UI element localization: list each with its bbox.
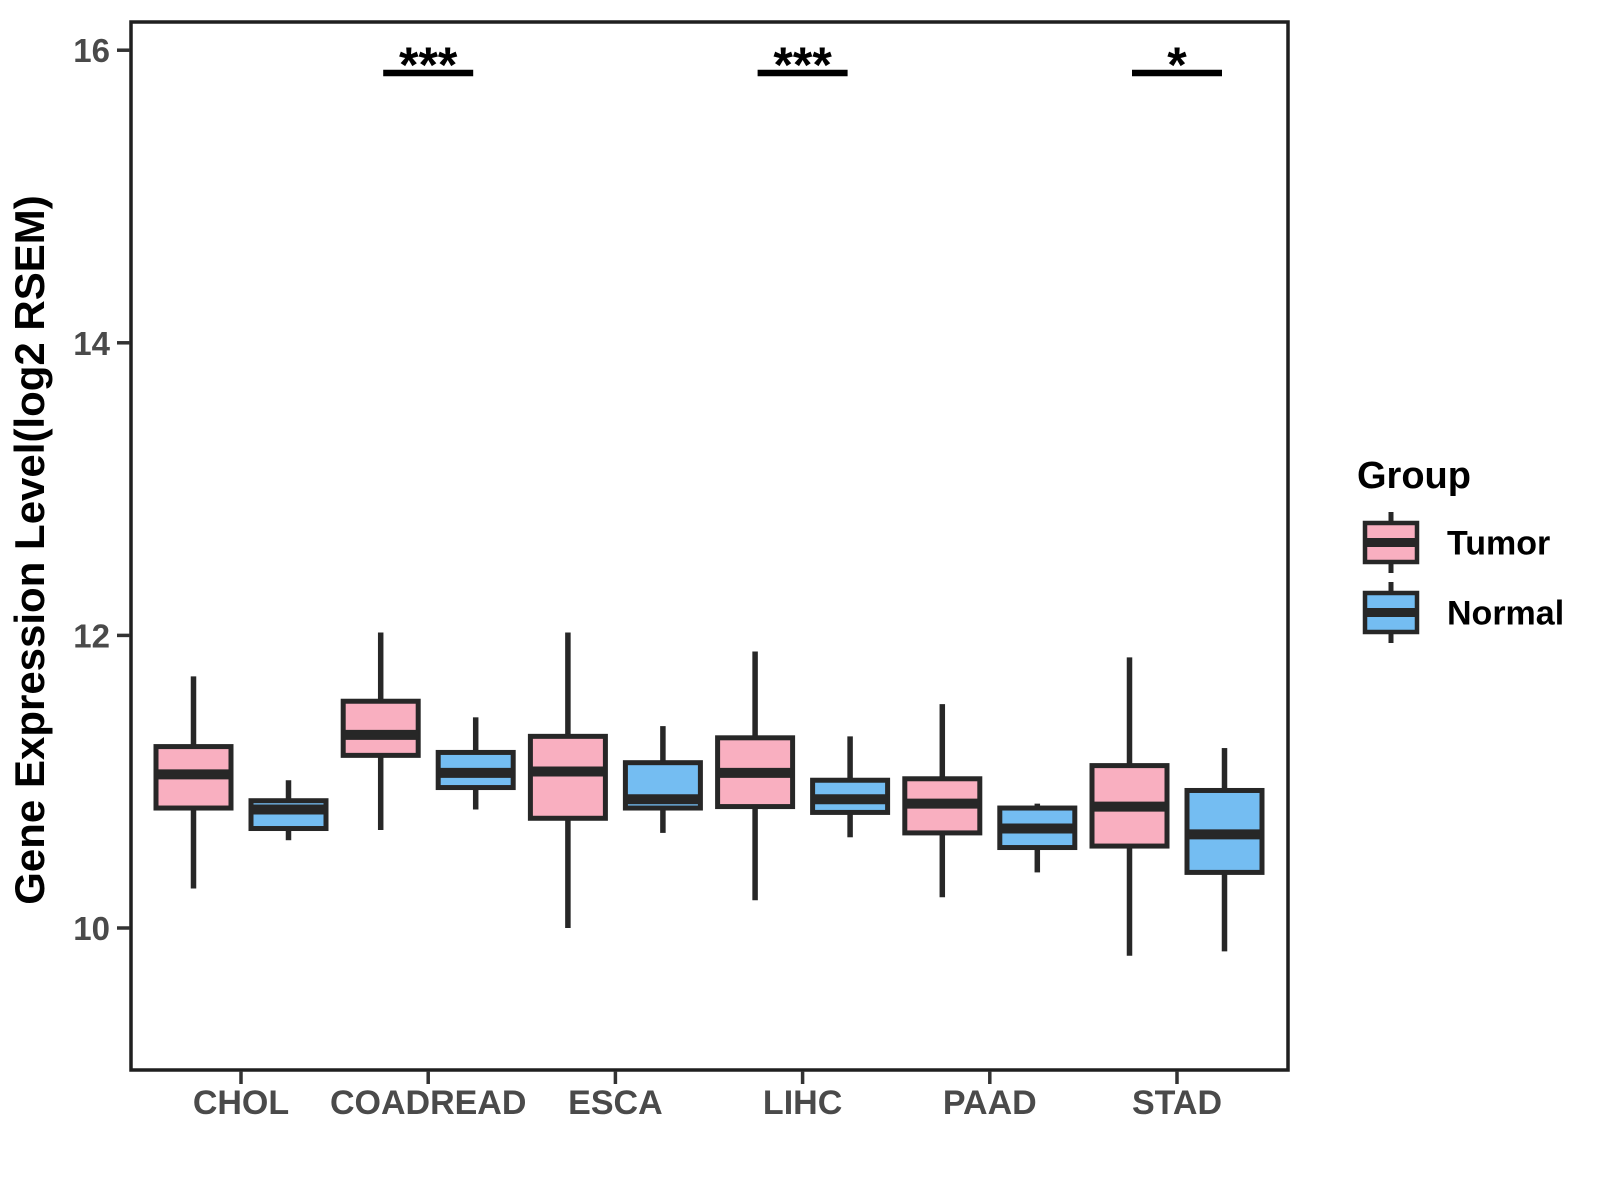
x-tick-label: STAD [1132,1084,1222,1122]
legend-entry-label: Normal [1447,595,1564,633]
legend-entry-Tumor: Tumor [1362,512,1550,573]
box-COADREAD-Tumor [340,632,421,830]
box-PAAD-Tumor [902,704,983,898]
box-STAD-Normal [1184,748,1265,952]
legend-title: Group [1357,455,1471,497]
y-tick-label: 10 [73,910,110,947]
legend-entry-label: Tumor [1447,525,1550,563]
significance-stars: *** [773,37,832,93]
x-tick-label: COADREAD [330,1084,526,1122]
significance-stars: * [1167,37,1187,93]
significance-stars: *** [399,37,458,93]
axes-layer: 10 12 14 16 CHOL COADREAD ESCA LIHC PAAD STAD Gene… [6,20,1290,1122]
iqr-box [340,698,421,758]
box-COADREAD-Normal [435,717,516,810]
y-tick-label: 14 [73,325,110,362]
y-tick-label: 12 [73,617,110,654]
x-tick-label: PAAD [943,1084,1037,1122]
box-LIHC-Tumor [715,651,796,901]
box-STAD-Tumor [1089,657,1170,956]
x-tick-label: CHOL [193,1084,289,1122]
significance-marker-COADREAD: *** [383,37,474,93]
y-tick-label: 16 [73,32,110,69]
box-LIHC-Normal [810,736,891,838]
iqr-box [527,733,608,821]
legend: Group Tumor Normal [1357,455,1564,643]
box-ESCA-Tumor [527,632,608,928]
box-CHOL-Normal [248,780,329,841]
box-PAAD-Normal [997,803,1078,873]
box-CHOL-Tumor [153,676,234,889]
x-tick-label: LIHC [763,1084,842,1122]
y-axis-title: Gene Expression Level(log2 RSEM) [6,195,53,905]
plot-layer [153,632,1265,956]
x-tick-label: ESCA [568,1084,662,1122]
panel-border [129,20,1290,1072]
legend-entry-Normal: Normal [1362,582,1564,643]
annotation-layer: *** *** * [383,37,1222,93]
significance-marker-LIHC: *** [757,37,848,93]
significance-marker-STAD: * [1132,37,1222,93]
box-ESCA-Normal [622,726,703,833]
